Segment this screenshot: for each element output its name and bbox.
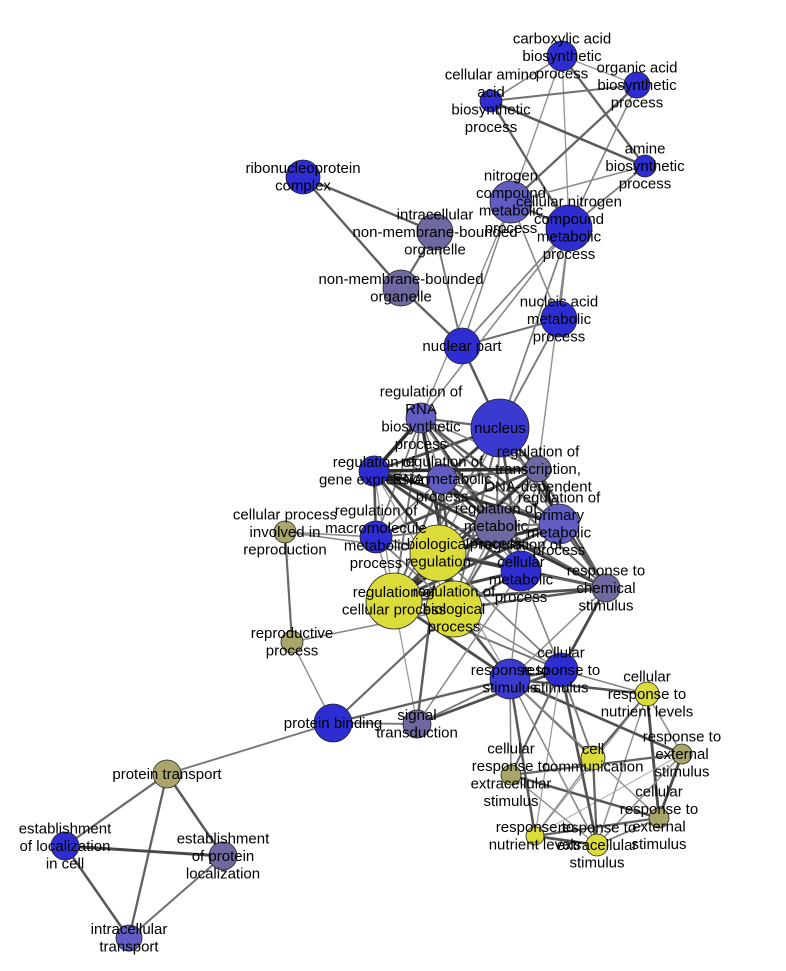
svg-text:extracellular: extracellular (471, 776, 552, 793)
svg-text:cell: cell (582, 741, 605, 758)
svg-text:external: external (632, 819, 685, 836)
svg-text:biosynthetic: biosynthetic (522, 48, 602, 65)
svg-text:of protein: of protein (192, 848, 255, 865)
svg-text:cellular: cellular (537, 644, 585, 661)
svg-text:cellular: cellular (497, 554, 545, 571)
svg-text:regulation of: regulation of (353, 584, 436, 601)
svg-text:response to: response to (620, 801, 698, 818)
svg-text:biosynthetic: biosynthetic (605, 158, 685, 175)
svg-text:non-membrane-bounded: non-membrane-bounded (318, 271, 483, 288)
svg-text:establishment: establishment (19, 820, 112, 837)
svg-text:biosynthetic: biosynthetic (381, 419, 461, 436)
svg-text:metabolic: metabolic (527, 311, 592, 328)
svg-text:transport: transport (99, 939, 159, 956)
svg-text:process: process (350, 555, 403, 572)
svg-text:localization: localization (186, 865, 260, 882)
svg-text:carboxylic acid: carboxylic acid (513, 30, 611, 47)
svg-text:process: process (428, 618, 481, 635)
svg-text:cellular process: cellular process (233, 506, 337, 523)
svg-text:metabolic: metabolic (344, 538, 409, 555)
svg-text:communication: communication (543, 759, 644, 776)
svg-text:regulation of: regulation of (380, 384, 463, 401)
svg-text:metabolic: metabolic (489, 572, 554, 589)
svg-text:stimulus: stimulus (578, 597, 633, 614)
svg-text:establishment: establishment (177, 830, 270, 847)
svg-text:regulation: regulation (405, 554, 471, 571)
svg-text:regulation of: regulation of (335, 503, 418, 520)
svg-text:process: process (536, 65, 589, 82)
svg-text:process: process (495, 589, 548, 606)
svg-text:ribonucleoprotein: ribonucleoprotein (245, 160, 360, 177)
svg-text:response to: response to (558, 819, 636, 836)
svg-text:macromolecule: macromolecule (325, 520, 427, 537)
svg-text:cellular: cellular (635, 784, 683, 801)
svg-text:stimulus: stimulus (483, 793, 538, 810)
svg-text:stimulus: stimulus (654, 763, 709, 780)
svg-text:biosynthetic: biosynthetic (597, 77, 677, 94)
svg-text:nucleic acid: nucleic acid (520, 293, 598, 310)
svg-text:stimulus: stimulus (533, 679, 588, 696)
svg-text:process: process (533, 328, 586, 345)
svg-text:cellular nitrogen: cellular nitrogen (516, 194, 622, 211)
svg-text:reproduction: reproduction (243, 541, 326, 558)
svg-text:metabolic: metabolic (464, 518, 529, 535)
svg-text:extracellular: extracellular (557, 837, 638, 854)
svg-text:intracellular: intracellular (91, 921, 168, 938)
svg-text:biosynthetic: biosynthetic (451, 102, 531, 119)
svg-text:organelle: organelle (370, 289, 432, 306)
svg-text:stimulus: stimulus (631, 836, 686, 853)
svg-text:process: process (619, 175, 672, 192)
svg-text:response to: response to (471, 662, 549, 679)
svg-text:regulation of: regulation of (480, 537, 563, 554)
svg-text:metabolic: metabolic (537, 229, 602, 246)
svg-text:of localization: of localization (20, 838, 111, 855)
svg-text:nucleus: nucleus (474, 420, 526, 437)
svg-text:cellular amino: cellular amino (445, 67, 538, 84)
svg-text:intracellular: intracellular (397, 206, 474, 223)
svg-text:cellular: cellular (487, 741, 535, 758)
svg-text:protein transport: protein transport (112, 766, 222, 783)
svg-text:protein binding: protein binding (284, 715, 382, 732)
svg-text:process: process (266, 643, 319, 660)
svg-text:signal: signal (397, 707, 436, 724)
svg-text:primary: primary (534, 507, 585, 524)
svg-text:involved in: involved in (250, 524, 321, 541)
svg-text:stimulus: stimulus (569, 854, 624, 871)
svg-text:in cell: in cell (46, 855, 84, 872)
svg-text:reproductive: reproductive (251, 625, 334, 642)
svg-text:response to: response to (567, 562, 645, 579)
svg-text:process: process (395, 436, 448, 453)
svg-text:nuclear part: nuclear part (422, 338, 502, 355)
svg-text:gene expression: gene expression (319, 472, 429, 489)
svg-text:RNA: RNA (405, 401, 437, 418)
svg-text:transcription,: transcription, (495, 461, 581, 478)
svg-text:cellular process: cellular process (342, 602, 446, 619)
svg-text:biological: biological (407, 536, 470, 553)
svg-text:regulation of: regulation of (455, 500, 538, 517)
svg-text:process: process (611, 94, 664, 111)
svg-text:non-membrane-bounded: non-membrane-bounded (352, 224, 517, 241)
svg-text:acid: acid (477, 84, 505, 101)
svg-text:process: process (465, 119, 518, 136)
svg-text:external: external (655, 746, 708, 763)
svg-text:nitrogen: nitrogen (484, 168, 538, 185)
svg-text:organelle: organelle (404, 241, 466, 258)
svg-text:response to: response to (472, 758, 550, 775)
svg-text:nutrient levels: nutrient levels (601, 703, 694, 720)
svg-text:process: process (543, 246, 596, 263)
svg-text:cellular: cellular (623, 668, 671, 685)
svg-text:chemical: chemical (576, 580, 635, 597)
svg-text:response to: response to (608, 686, 686, 703)
svg-text:regulation of: regulation of (497, 443, 580, 460)
svg-text:compound: compound (534, 211, 604, 228)
svg-text:stimulus: stimulus (482, 680, 537, 697)
svg-text:amine: amine (625, 140, 666, 157)
svg-text:complex: complex (275, 178, 331, 195)
svg-text:regulation of: regulation of (333, 454, 416, 471)
svg-text:transduction: transduction (376, 725, 458, 742)
svg-text:response to: response to (643, 728, 721, 745)
svg-text:organic acid: organic acid (597, 59, 678, 76)
